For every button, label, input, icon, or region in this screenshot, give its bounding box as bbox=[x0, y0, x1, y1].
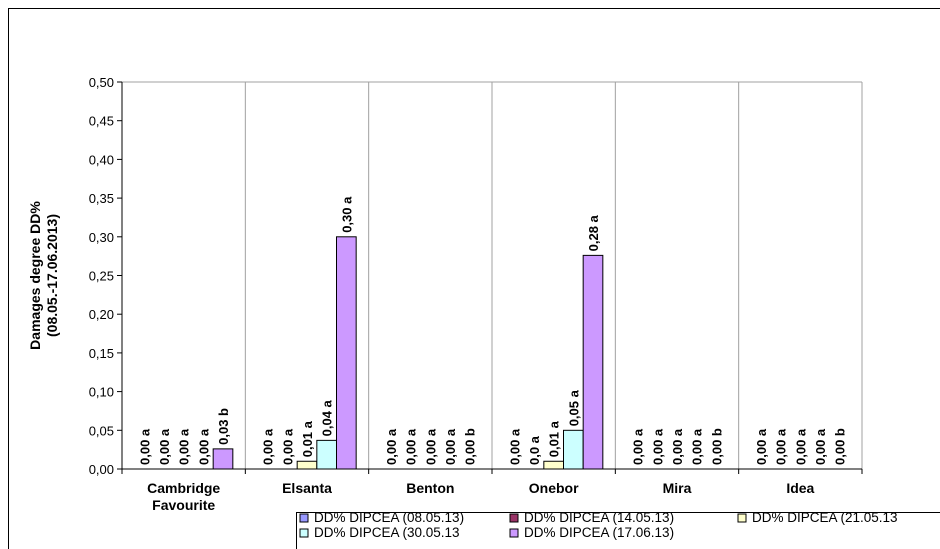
value-label: 0,00 a bbox=[631, 428, 646, 465]
value-label: 0,00 a bbox=[670, 428, 685, 465]
legend-label: DD% DIPCEA (30.05.13 bbox=[314, 525, 460, 540]
value-label: 0,00 b bbox=[463, 428, 478, 465]
y-tick-label: 0,20 bbox=[89, 307, 114, 322]
value-label: 0,00 a bbox=[813, 428, 828, 465]
x-tick-label: Mira bbox=[663, 480, 692, 496]
value-label: 0,00 a bbox=[280, 428, 295, 465]
value-label: 0,28 a bbox=[586, 214, 601, 251]
value-label: 0,00 a bbox=[754, 428, 769, 465]
value-label: 0,00 a bbox=[774, 428, 789, 465]
value-label: 0,00 b bbox=[833, 428, 848, 465]
value-label: 0,00 a bbox=[507, 428, 522, 465]
chart-frame bbox=[8, 8, 940, 549]
legend-swatch bbox=[299, 528, 309, 538]
value-label: 0,00 a bbox=[650, 428, 665, 465]
bar bbox=[212, 448, 234, 470]
y-tick-label: 0,15 bbox=[89, 346, 114, 361]
value-label: 0,0 a bbox=[527, 435, 542, 465]
y-tick-label: 0,05 bbox=[89, 423, 114, 438]
value-label: 0,00 b bbox=[709, 428, 724, 465]
legend-swatch bbox=[509, 513, 519, 523]
legend-box bbox=[296, 512, 940, 549]
value-label: 0,00 a bbox=[423, 428, 438, 465]
x-tick-label: Elsanta bbox=[282, 480, 332, 496]
value-label: 0,00 a bbox=[261, 428, 276, 465]
value-label: 0,01 a bbox=[547, 420, 562, 457]
legend-label: DD% DIPCEA (17.06.13) bbox=[524, 525, 674, 540]
bar bbox=[336, 236, 357, 470]
bar bbox=[563, 429, 584, 470]
legend-swatch bbox=[509, 528, 519, 538]
x-tick-label: Cambridge Favourite bbox=[147, 480, 220, 513]
x-tick-label: Onebor bbox=[529, 480, 579, 496]
y-axis-title-line: Damages degree DD% bbox=[27, 201, 43, 350]
y-tick-label: 0,50 bbox=[89, 75, 114, 90]
x-tick-label: Idea bbox=[786, 480, 814, 496]
x-tick-label-line: Favourite bbox=[152, 497, 215, 513]
value-label: 0,01 a bbox=[300, 420, 315, 457]
value-label: 0,00 a bbox=[404, 428, 419, 465]
value-label: 0,00 a bbox=[177, 428, 192, 465]
value-label: 0,00 a bbox=[157, 428, 172, 465]
legend-swatch bbox=[299, 513, 309, 523]
y-tick-label: 0,45 bbox=[89, 114, 114, 129]
value-label: 0,00 a bbox=[137, 428, 152, 465]
value-label: 0,00 a bbox=[384, 428, 399, 465]
value-label: 0,00 a bbox=[196, 428, 211, 465]
legend-swatch bbox=[737, 513, 747, 523]
bar bbox=[296, 460, 318, 470]
y-tick-label: 0,00 bbox=[89, 462, 114, 477]
value-label: 0,00 a bbox=[793, 428, 808, 465]
x-tick-label: Benton bbox=[406, 480, 454, 496]
value-label: 0,03 b bbox=[216, 408, 231, 445]
value-label: 0,04 a bbox=[320, 399, 335, 436]
x-tick-label-line: Cambridge bbox=[147, 480, 220, 496]
legend-label: DD% DIPCEA (08.05.13) bbox=[314, 510, 464, 525]
bar bbox=[543, 460, 564, 470]
legend-label: DD% DIPCEA (21.05.13 bbox=[752, 510, 898, 525]
value-label: 0,05 a bbox=[566, 389, 581, 426]
value-label: 0,00 a bbox=[690, 428, 705, 465]
value-label: 0,30 a bbox=[339, 196, 354, 233]
value-label: 0,00 a bbox=[443, 428, 458, 465]
y-tick-label: 0,30 bbox=[89, 230, 114, 245]
bar bbox=[582, 254, 604, 470]
y-tick-label: 0,40 bbox=[89, 152, 114, 167]
bar bbox=[316, 439, 338, 470]
y-axis-title-line: (08.05.-17.06.2013) bbox=[44, 214, 60, 337]
y-axis-title: Damages degree DD%(08.05.-17.06.2013) bbox=[27, 201, 60, 350]
y-tick-label: 0,25 bbox=[89, 269, 114, 284]
y-tick-label: 0,10 bbox=[89, 385, 114, 400]
y-tick-label: 0,35 bbox=[89, 191, 114, 206]
legend-label: DD% DIPCEA (14.05.13) bbox=[524, 510, 674, 525]
